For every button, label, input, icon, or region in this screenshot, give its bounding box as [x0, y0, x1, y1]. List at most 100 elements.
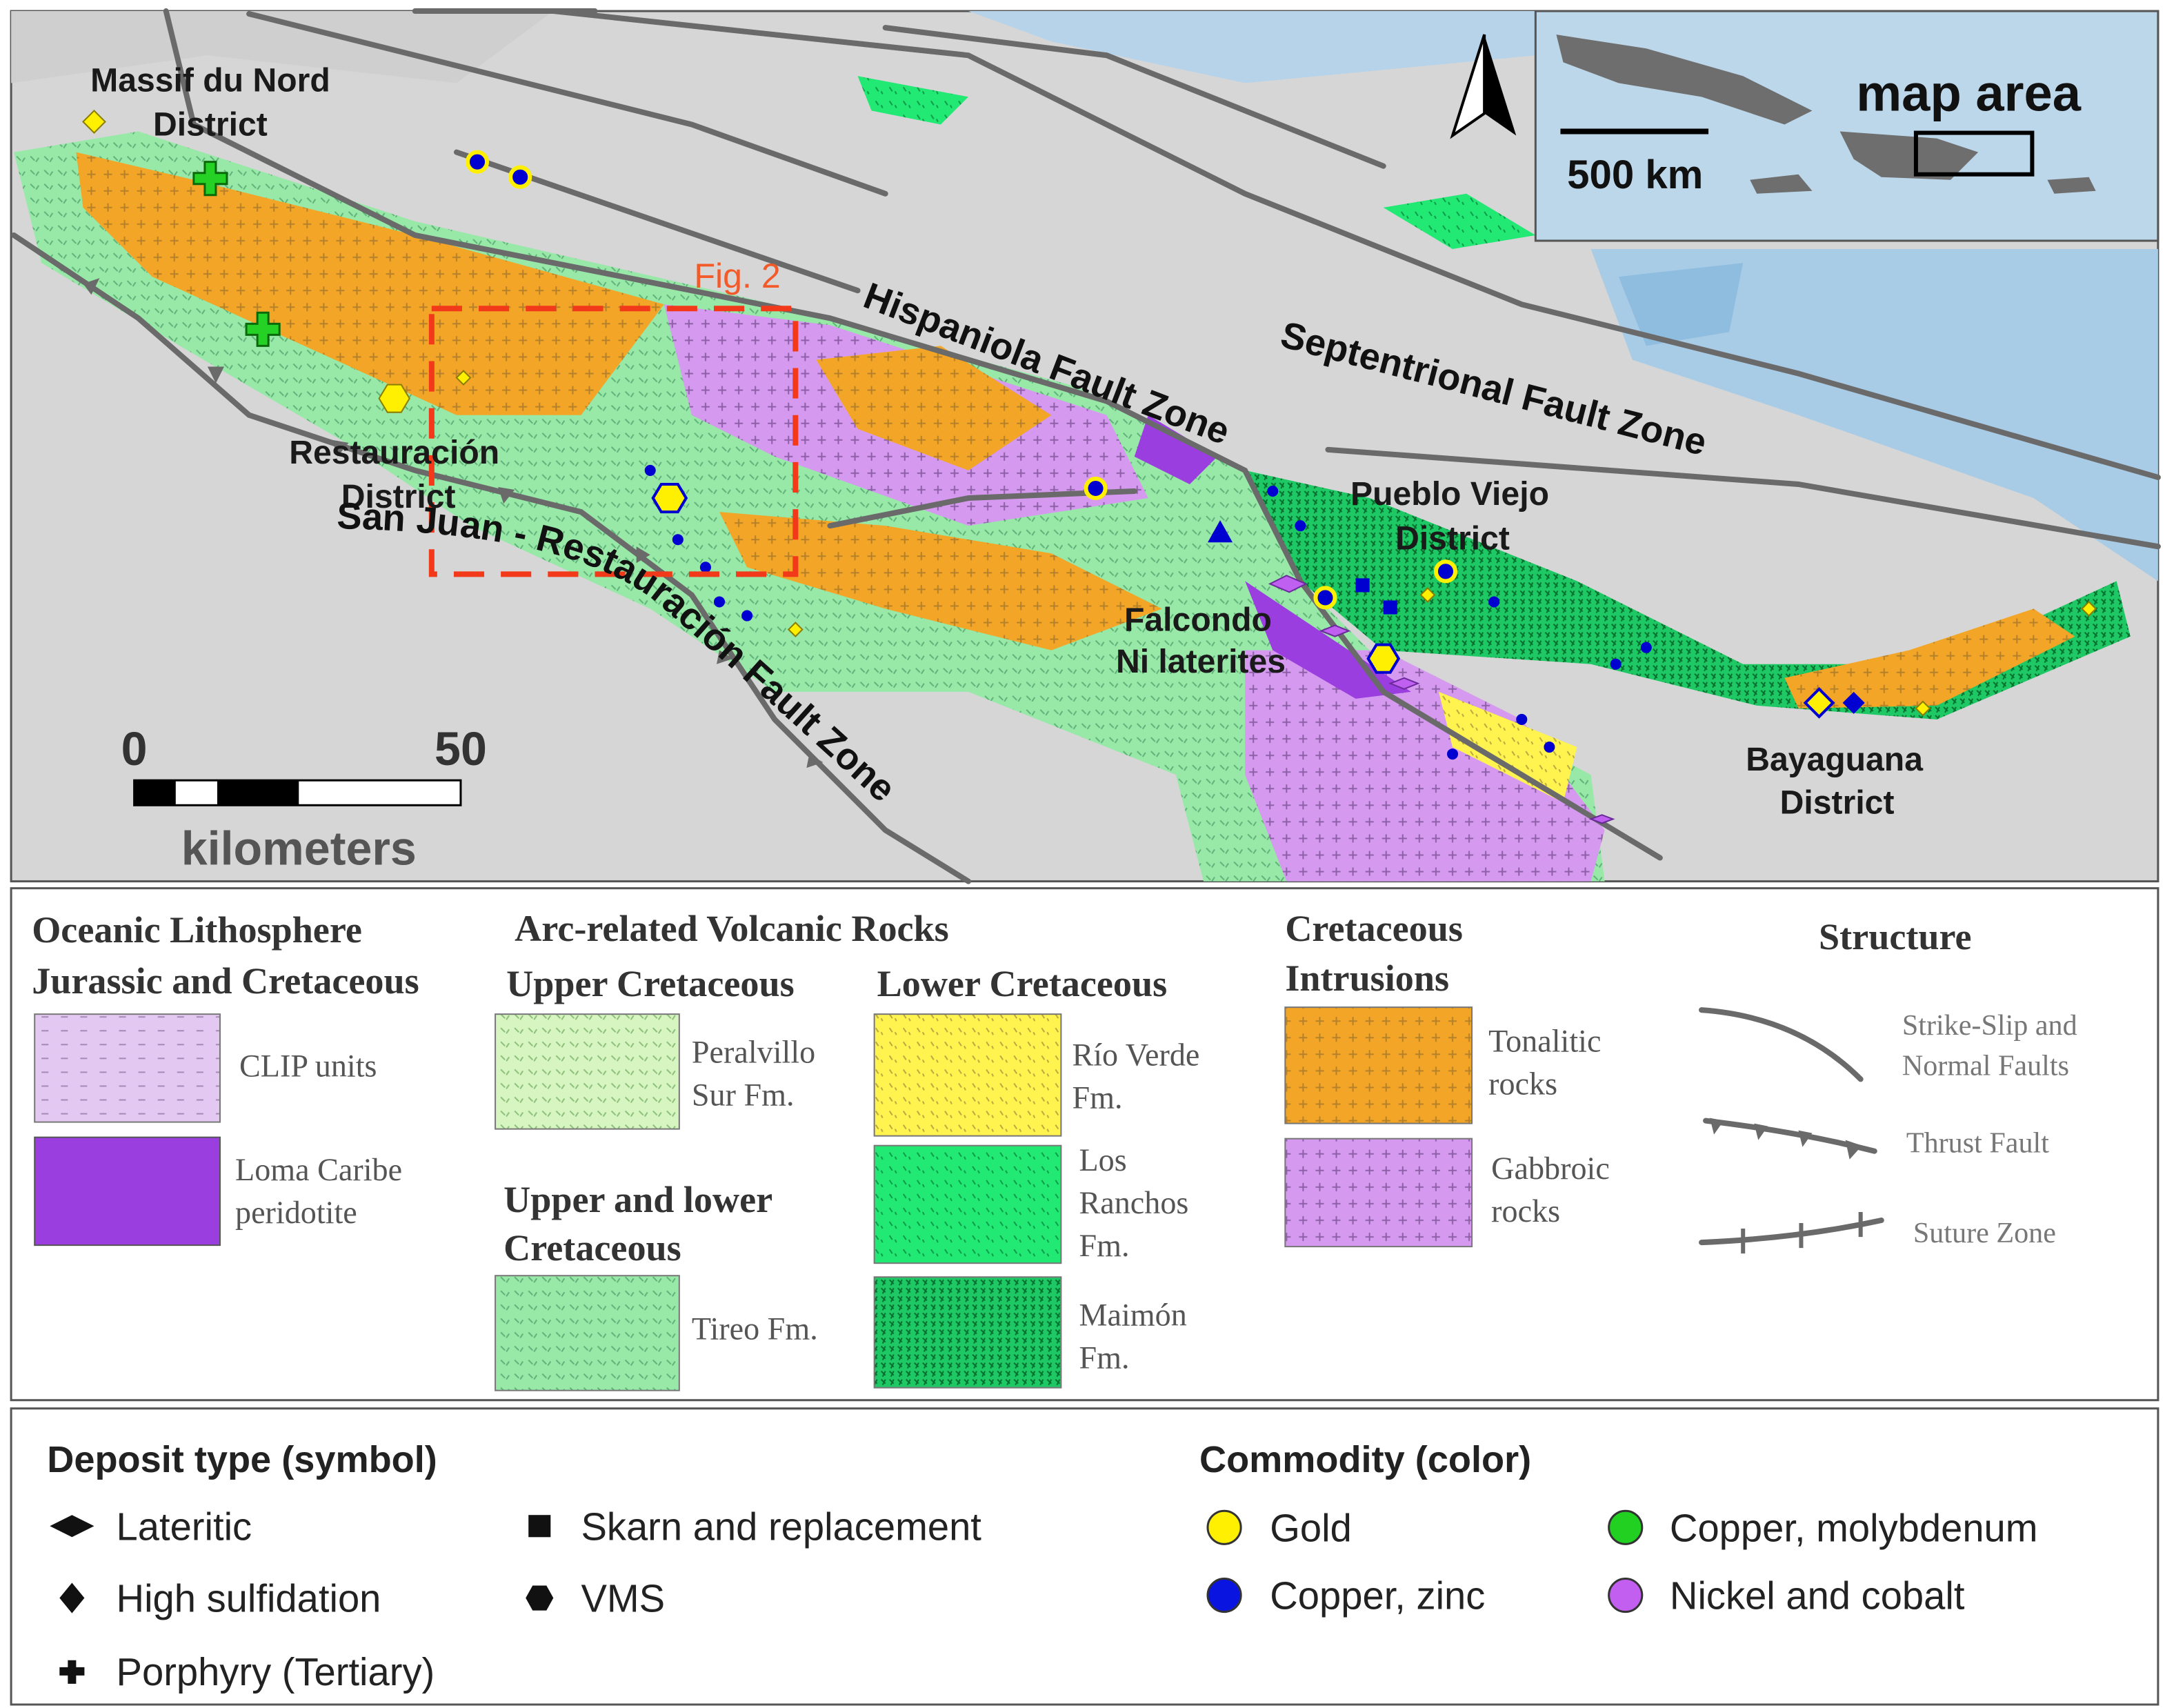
shape	[465, 150, 1652, 760]
symbol	[465, 150, 490, 174]
map-shape	[1245, 650, 1605, 882]
map-shape	[246, 11, 888, 197]
commodity-label: Nickel and cobalt	[1670, 1574, 1965, 1618]
symbol	[1488, 596, 1500, 608]
unit-label: Tireo Fm.	[692, 1311, 818, 1346]
symbol	[1516, 713, 1528, 725]
map-shape	[1784, 608, 2075, 708]
map-label: Restauración	[289, 434, 499, 471]
map-label: Bayaguana	[1746, 741, 1924, 778]
box	[1913, 130, 2035, 177]
map-shape	[11, 11, 554, 83]
map-shape	[59, 1660, 85, 1684]
symbol-label: Porphyry (Tertiary)	[117, 1650, 435, 1694]
map-shape	[1590, 249, 2158, 582]
unit-label: Fm.	[1072, 1080, 1122, 1115]
map-shape	[11, 232, 972, 884]
unit-label: CLIP units	[239, 1048, 377, 1083]
map-shape	[1750, 174, 2096, 194]
symbol	[1433, 559, 1458, 584]
map-label: District	[1780, 784, 1895, 821]
symbol	[741, 610, 753, 622]
box	[873, 1013, 1062, 1137]
map-shape	[163, 8, 1663, 861]
map-shape	[1699, 1007, 1864, 1082]
rock-legend: Oceanic Lithosphere Jurassic and Cretace…	[10, 887, 2159, 1402]
box	[1383, 600, 1397, 615]
symbol	[1610, 658, 1622, 670]
map-shape	[526, 1585, 554, 1611]
legend-heading: Cretaceous	[1285, 908, 1463, 949]
map-shape	[968, 11, 1536, 83]
deposit-legend: Deposit type (symbol) Lateritic High sul…	[10, 1407, 2159, 1706]
map-shape	[1208, 520, 1233, 543]
symbol-label: VMS	[581, 1577, 665, 1620]
map-shape	[50, 1515, 94, 1538]
map-shape	[1741, 1211, 1863, 1254]
structure-label: Thrust Fault	[1906, 1127, 2049, 1160]
symbol	[508, 165, 532, 189]
symbol	[1206, 1509, 1242, 1545]
map-shape	[1839, 131, 1979, 180]
box	[873, 1144, 1062, 1264]
box	[10, 887, 2159, 1402]
symbol	[672, 534, 684, 546]
scale-bar: 0 50 kilometers	[121, 723, 487, 875]
unit-label: Gabbroic	[1491, 1151, 1610, 1186]
fig-label: Fig. 2	[694, 257, 780, 295]
symbol	[699, 562, 711, 573]
unit-label: rocks	[1491, 1193, 1560, 1229]
map-shape	[882, 25, 1386, 169]
unit-label: Fm.	[1079, 1340, 1129, 1376]
map-shape	[59, 1582, 85, 1613]
map-label: District	[1395, 519, 1510, 557]
shape	[455, 370, 2097, 717]
map-shape	[1438, 691, 1577, 803]
map-shape	[719, 512, 1162, 651]
symbol	[1295, 520, 1306, 532]
map-shape	[1325, 446, 2161, 550]
map-shape	[76, 152, 664, 415]
symbol	[713, 596, 726, 608]
unit-label: Loma Caribe	[235, 1152, 402, 1187]
map-shape	[1842, 691, 1865, 714]
map-label: Ni laterites	[1116, 643, 1286, 680]
box	[1355, 578, 1370, 593]
inset-scale: 500 km	[1567, 152, 1703, 197]
unit-label: Tonalitic	[1488, 1023, 1601, 1058]
box	[495, 1013, 680, 1130]
map-label: Massif du Nord	[90, 61, 330, 99]
symbol	[1544, 742, 1555, 753]
symbol	[1608, 1509, 1644, 1545]
legend-heading: Upper Cretaceous	[506, 963, 795, 1004]
symbol-label: Skarn and replacement	[581, 1505, 981, 1548]
box	[1534, 10, 2159, 242]
box	[1284, 1006, 1473, 1124]
box	[10, 1407, 2159, 1706]
map-shape	[857, 76, 969, 125]
map-shape	[1268, 575, 1615, 824]
legend-heading: Oceanic Lithosphere	[32, 909, 362, 951]
map-shape	[81, 110, 106, 134]
box	[495, 1275, 680, 1391]
inset-label: map area	[1856, 64, 2082, 121]
map-shape	[1366, 643, 1401, 674]
symbol	[1313, 586, 1337, 610]
symbol	[1640, 642, 1652, 653]
legend-heading: Deposit type (symbol)	[47, 1439, 437, 1480]
unit-label: rocks	[1488, 1066, 1557, 1101]
unit-label: peridotite	[235, 1195, 357, 1230]
box	[217, 780, 299, 806]
box	[1284, 1138, 1473, 1248]
unit-label: Ranchos	[1079, 1185, 1188, 1220]
legend-heading: Arc-related Volcanic Rocks	[515, 908, 949, 949]
map-shape	[192, 161, 228, 197]
shape	[81, 110, 2097, 824]
map: Fig. 2 Massif du Nord District Restaurac…	[10, 8, 2161, 884]
structure-label: Normal Faults	[1902, 1049, 2069, 1082]
structure-label: Strike-Slip and	[1902, 1009, 2077, 1042]
map-label: Pueblo Viejo	[1350, 475, 1549, 513]
structure-label: Suture Zone	[1913, 1217, 2056, 1249]
legend-heading: Jurassic and Cretaceous	[32, 960, 419, 1002]
